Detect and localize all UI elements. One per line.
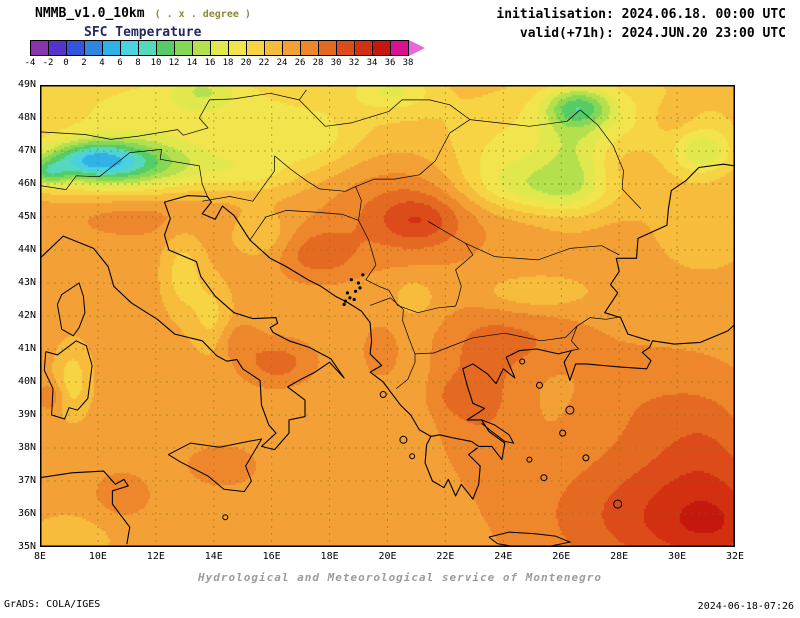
colorbar-segment (300, 40, 319, 56)
grads-credit: GrADS: COLA/IGES (4, 599, 101, 610)
model-name: NMMB_v1.0_10km (35, 6, 145, 21)
colorbar-tick-label: 18 (222, 58, 234, 68)
lon-tick-label: 20E (378, 551, 397, 562)
colorbar-segment (174, 40, 193, 56)
colorbar-tick-label: 8 (135, 58, 141, 68)
colorbar-tick-label: 10 (150, 58, 162, 68)
lon-tick-label: 26E (552, 551, 571, 562)
colorbar-tick-label: 22 (258, 58, 270, 68)
lon-tick-label: 24E (494, 551, 513, 562)
colorbar-segment (84, 40, 103, 56)
colorbar-segment (318, 40, 337, 56)
valid-time: valid(+71h): 2024.JUN.20 23:00 UTC (519, 26, 786, 41)
lon-tick-label: 30E (668, 551, 687, 562)
colorbar-segment (210, 40, 229, 56)
colorbar-segment (372, 40, 391, 56)
colorbar-tick-label: -2 (42, 58, 54, 68)
colorbar-tick-label: 14 (186, 58, 198, 68)
colorbar-tick-label: 4 (99, 58, 105, 68)
colorbar-segment (246, 40, 265, 56)
colorbar-tick-label: 12 (168, 58, 180, 68)
map-area (40, 85, 735, 547)
colorbar-tick-label: 2 (81, 58, 87, 68)
colorbar-segment (66, 40, 85, 56)
colorbar-segment (156, 40, 175, 56)
lat-tick-label: 47N (17, 145, 36, 156)
colorbar-segment (336, 40, 355, 56)
temperature-colorbar (30, 40, 425, 56)
model-title: NMMB_v1.0_10km ( . x . degree ) (35, 6, 251, 21)
colorbar-tick-label: 16 (204, 58, 216, 68)
lon-tick-label: 10E (88, 551, 107, 562)
colorbar-segment (192, 40, 211, 56)
colorbar-tick-label: 28 (312, 58, 324, 68)
service-credit: Hydrological and Meteorological service … (198, 571, 602, 584)
colorbar-segment (30, 40, 49, 56)
lat-tick-label: 38N (17, 442, 36, 453)
colorbar-tick-label: 20 (240, 58, 252, 68)
colorbar-tick-label: 34 (366, 58, 378, 68)
grid-resolution-note: ( . x . degree ) (154, 9, 251, 20)
initialisation-time: initialisation: 2024.06.18. 00:00 UTC (496, 7, 786, 22)
lat-tick-label: 35N (17, 541, 36, 552)
lon-tick-label: 22E (436, 551, 455, 562)
colorbar-overflow-arrow (409, 40, 425, 56)
colorbar-tick-label: 30 (330, 58, 342, 68)
lon-tick-label: 12E (146, 551, 165, 562)
lat-tick-label: 42N (17, 310, 36, 321)
generated-timestamp: 2024-06-18-07:26 (697, 601, 794, 612)
colorbar-tick-label: 6 (117, 58, 123, 68)
colorbar-tick-label: 36 (384, 58, 396, 68)
colorbar-segment (138, 40, 157, 56)
colorbar-segment (264, 40, 283, 56)
lat-tick-label: 41N (17, 343, 36, 354)
lon-tick-label: 32E (725, 551, 745, 562)
lat-tick-label: 37N (17, 475, 36, 486)
lon-tick-label: 14E (204, 551, 223, 562)
colorbar-segment (120, 40, 139, 56)
lat-tick-label: 43N (17, 277, 36, 288)
lon-tick-label: 16E (262, 551, 281, 562)
lon-tick-label: 28E (610, 551, 629, 562)
colorbar-segment (228, 40, 247, 56)
colorbar-tick-label: -4 (24, 58, 36, 68)
colorbar-tick-label: 32 (348, 58, 360, 68)
lon-tick-label: 18E (320, 551, 339, 562)
map-overlay (40, 85, 735, 547)
colorbar-segment (390, 40, 409, 56)
lat-tick-label: 48N (17, 112, 36, 123)
lat-tick-label: 46N (17, 178, 36, 189)
lon-tick-label: 8E (33, 551, 47, 562)
lat-tick-label: 44N (17, 244, 36, 255)
lat-tick-label: 39N (17, 409, 36, 420)
colorbar-segment (102, 40, 121, 56)
run-info: initialisation: 2024.06.18. 00:00 UTC va… (496, 5, 786, 43)
colorbar-tick-label: 38 (402, 58, 414, 68)
colorbar-segment (354, 40, 373, 56)
colorbar-tick-label: 0 (63, 58, 69, 68)
colorbar-segment (48, 40, 67, 56)
lat-tick-label: 36N (17, 508, 36, 519)
lat-tick-label: 40N (17, 376, 36, 387)
colorbar-segment (282, 40, 301, 56)
field-title: SFC Temperature (84, 25, 202, 40)
lat-tick-label: 45N (17, 211, 36, 222)
lat-tick-label: 49N (17, 79, 36, 90)
colorbar-tick-label: 26 (294, 58, 306, 68)
colorbar-tick-label: 24 (276, 58, 288, 68)
